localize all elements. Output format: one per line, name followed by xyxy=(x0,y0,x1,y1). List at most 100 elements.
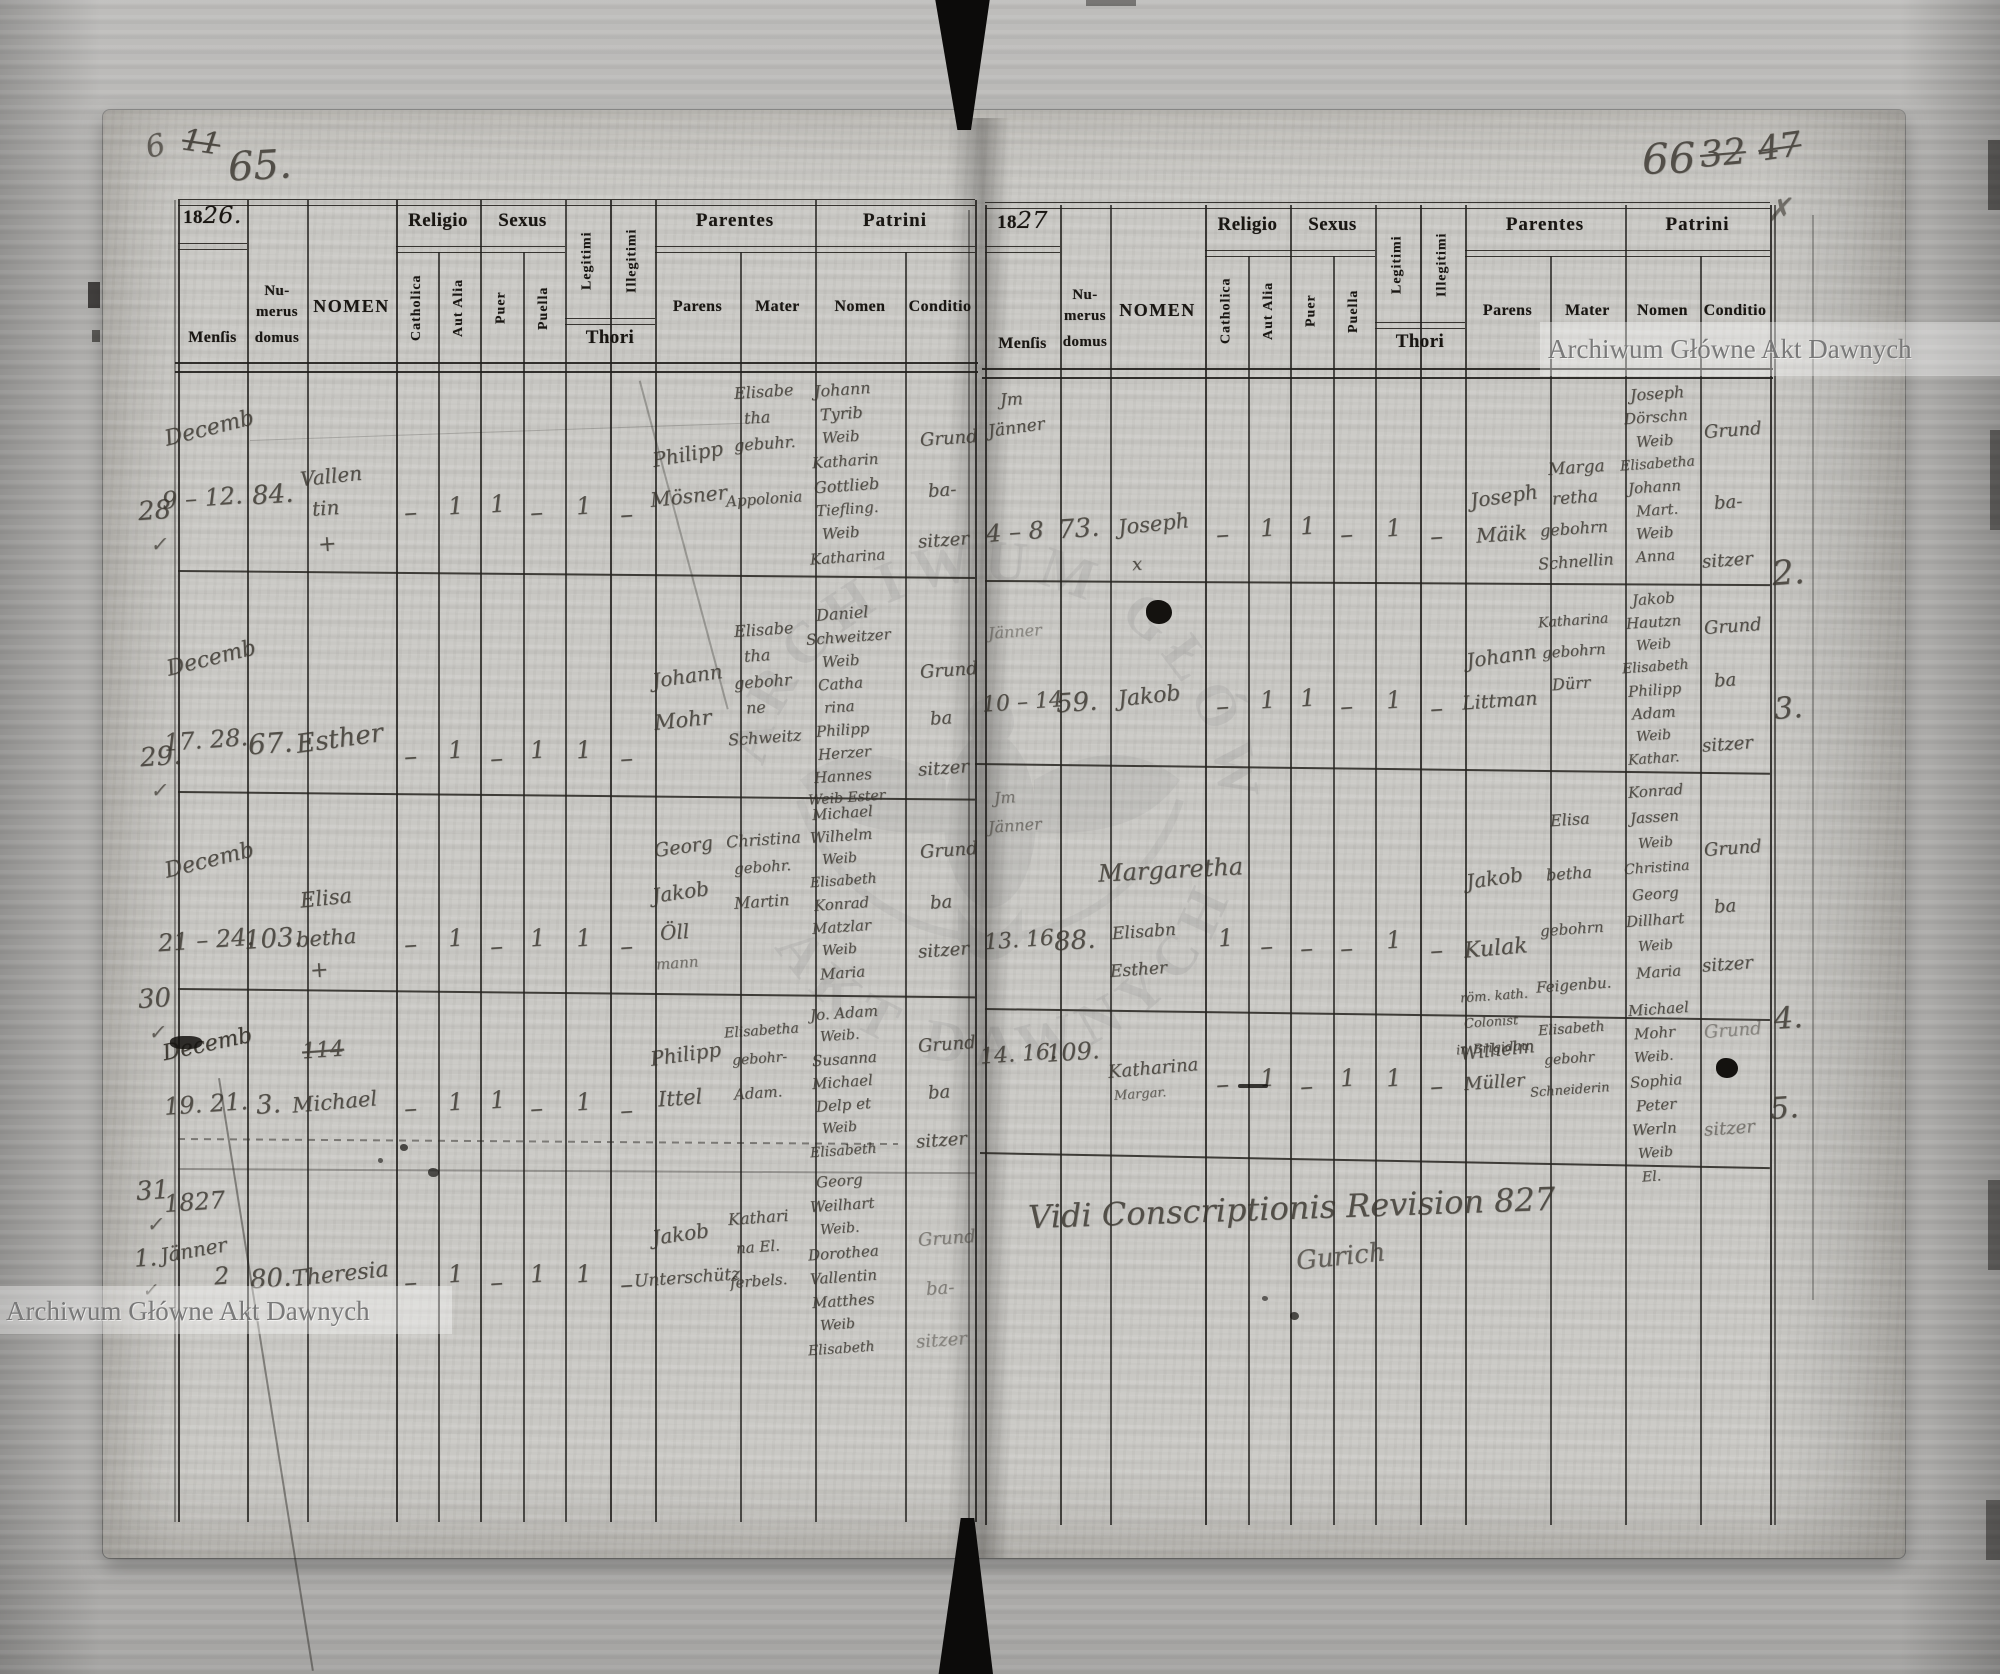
left-thori-label: Thori xyxy=(585,327,635,348)
l4-conditio-3: sitzer xyxy=(915,1128,968,1153)
decor xyxy=(958,908,1022,960)
r3-mater-2: betha xyxy=(1545,862,1593,885)
l1-conditio-1: Grund xyxy=(919,426,979,451)
r2-margin-number: 3. xyxy=(1772,690,1804,727)
l2-mensis-days: 17. 28. xyxy=(163,723,249,757)
l1-domus: 84. xyxy=(251,478,295,512)
l4-puella: – xyxy=(528,1093,545,1125)
l1-mater-3: gebuhr. xyxy=(733,431,797,456)
l4-domus: 3. xyxy=(254,1089,282,1121)
l1-patrini-1: Johann xyxy=(813,378,872,401)
grid-line xyxy=(740,252,742,1522)
register-sheet xyxy=(103,110,1905,1558)
r2-patrini-8: Kathar. xyxy=(1627,749,1680,769)
l3-nomen-1: Elisa xyxy=(298,883,354,913)
l2-mater-3: gebohr xyxy=(733,670,793,693)
right-domus-label: domus xyxy=(1062,334,1108,350)
right-numerus-label-1: Nu- xyxy=(1072,287,1098,303)
r3-mater-3: gebohrn xyxy=(1539,917,1605,941)
r3-parens-4: Colonist xyxy=(1463,1013,1519,1032)
r2-puer: 1 xyxy=(1299,683,1317,713)
l2-catholica: – xyxy=(402,741,419,773)
right-sexus-label: Sexus xyxy=(1308,214,1357,235)
grid-line xyxy=(307,200,309,1522)
ink-blot xyxy=(1146,600,1172,624)
grid-line xyxy=(1625,250,1770,257)
r4-margin-number: 5. xyxy=(1768,1090,1800,1127)
l2-mater-2: tha xyxy=(743,645,771,666)
left-header-bottom-border xyxy=(175,362,978,373)
l3-nomen-cross: + xyxy=(309,957,330,984)
l1-mater-1: Elisabe xyxy=(733,379,794,404)
r1-mater-2: retha xyxy=(1551,486,1599,510)
r3-conditio-2: ba xyxy=(1713,895,1737,918)
l1-mensis-days: 9 – 12. xyxy=(161,481,244,515)
l5-mater-1: Kathari xyxy=(727,1205,790,1230)
grid-line xyxy=(655,246,815,253)
l1-conditio-3: sitzer xyxy=(917,528,970,553)
r4-patrini-1: Michael xyxy=(1627,997,1690,1021)
grid-line xyxy=(1205,250,1290,257)
l2-legitimi: 1 xyxy=(575,735,593,765)
r1-patrini-6: Mart. xyxy=(1635,499,1679,521)
r4-domus: 109. xyxy=(1045,1036,1101,1068)
left-patrini-label: Patrini xyxy=(863,210,927,231)
r2-patrini-5: Philipp xyxy=(1627,679,1682,701)
r3-domus: 88. xyxy=(1053,924,1097,958)
grid-line xyxy=(968,210,970,1520)
r2-legitimi: 1 xyxy=(1385,685,1403,715)
grid-line xyxy=(905,252,907,1522)
edge-mark xyxy=(1988,1180,2000,1270)
grid-line xyxy=(1700,256,1702,1525)
l1-patrini-3: Weib xyxy=(821,426,861,448)
l4-patrini-3: Susanna xyxy=(811,1047,878,1071)
l5-illegitimi: – xyxy=(618,1269,635,1301)
l1-nomen-2: tin xyxy=(311,495,341,521)
left-numerus-label-1: Nu- xyxy=(264,283,290,299)
r2-illegitimi: – xyxy=(1428,693,1445,725)
r1-patrini-3: Weib xyxy=(1635,430,1675,452)
l1-puer: 1 xyxy=(489,489,507,519)
l2-patrini-8: Hannes xyxy=(813,765,873,787)
l3-puer: – xyxy=(488,931,505,963)
right-nomen-label: NOMEN xyxy=(1119,300,1196,320)
r3-mensis-month-2: Jänner xyxy=(987,814,1043,837)
watermark-band-top-right xyxy=(1540,322,2000,376)
l3-patrini-2: Wilhelm xyxy=(809,824,873,848)
r1-mensis-days: 4 – 8 xyxy=(985,516,1045,548)
right-table-top-border xyxy=(985,202,1770,209)
l4-mater-2: gebohr- xyxy=(731,1049,788,1069)
l3-conditio-1: Grund xyxy=(919,838,979,863)
decor xyxy=(1034,755,1180,833)
edge-mark xyxy=(92,330,100,342)
binding-gutter-shadow xyxy=(948,118,1010,1558)
grid-line xyxy=(815,200,817,1522)
l3-margin-check: ✓ xyxy=(147,1019,166,1045)
r2-domus: 59. xyxy=(1055,686,1099,720)
speck xyxy=(378,1158,383,1163)
l4-margin-check: ✓ xyxy=(145,1211,164,1237)
l3-parens-3: Öll xyxy=(659,919,691,945)
r1-domus: 73. xyxy=(1057,512,1101,546)
l3-patrini-1: Michael xyxy=(811,801,874,825)
l5-mensis-days: 2 xyxy=(213,1261,231,1291)
l1-patrini-7: Weib xyxy=(821,522,861,544)
l2-margin-check: ✓ xyxy=(149,777,168,803)
right-crossed-47: 47 xyxy=(1755,124,1804,170)
r2-conditio-2: ba xyxy=(1713,669,1737,692)
l3-conditio-3: sitzer xyxy=(917,938,970,963)
l2-puella: 1 xyxy=(529,735,547,765)
speck xyxy=(400,1144,408,1151)
decor xyxy=(944,732,1036,908)
l3-aut-alia: 1 xyxy=(447,923,465,953)
r1-catholica: – xyxy=(1214,519,1231,551)
left-year-hand: 26. xyxy=(202,201,242,229)
r1-parens-2: Mäik xyxy=(1475,520,1528,548)
l2-domus: 67. xyxy=(246,725,294,762)
l1-nomen-1: Vallen xyxy=(298,460,364,492)
r3-patrini-1: Konrad xyxy=(1627,780,1684,802)
right-numerus-label-2: merus xyxy=(1064,308,1106,324)
speck xyxy=(1262,1296,1268,1301)
l5-patrini-2: Weilhart xyxy=(809,1193,875,1217)
r2-patrini-1: Jakob xyxy=(1631,588,1676,610)
